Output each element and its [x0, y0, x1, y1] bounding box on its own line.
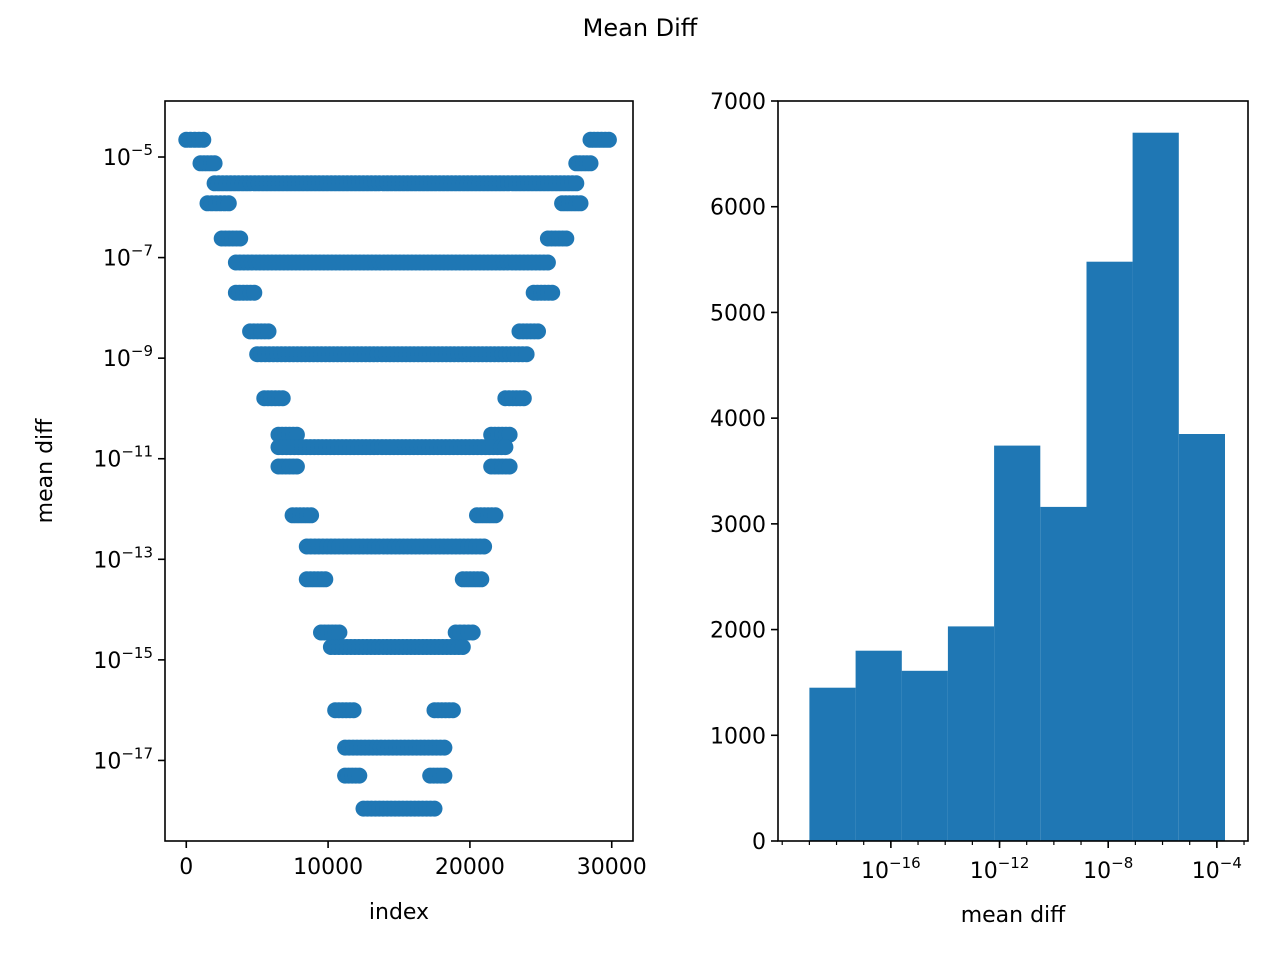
- scatter-point: [568, 175, 585, 192]
- scatter-point: [487, 507, 504, 524]
- scatter-point: [464, 624, 481, 641]
- x-tick-label: 10000: [293, 855, 363, 880]
- x-tick-label: 20000: [435, 855, 505, 880]
- y-tick-label: 0: [752, 830, 766, 855]
- scatter-point: [501, 426, 518, 443]
- scatter-panel: 0 10000 20000 30000 10−5 10−7 10−9 10−11 10−13 10…: [33, 100, 647, 925]
- x-tick-label: 10−12: [970, 854, 1030, 884]
- y-axis-label: mean diff: [33, 418, 58, 523]
- histogram-bar: [855, 650, 902, 841]
- scatter-point: [351, 767, 368, 784]
- histogram-bar: [809, 687, 856, 841]
- scatter-point: [345, 702, 362, 719]
- scatter-point: [195, 131, 212, 148]
- histogram-bar: [1086, 261, 1133, 841]
- y-tick-label: 5000: [710, 301, 766, 326]
- y-tick-label: 10−11: [93, 443, 153, 473]
- histogram-bar: [994, 445, 1041, 841]
- scatter-point: [317, 571, 334, 588]
- x-axis-label: mean diff: [961, 903, 1066, 928]
- scatter-point: [220, 195, 237, 212]
- scatter-point: [582, 155, 599, 172]
- scatter-point: [572, 195, 589, 212]
- histogram-panel: 0 1000 2000 3000 4000 5000 6000 7000 10−16 10−12 1…: [710, 90, 1249, 928]
- scatter-point: [232, 230, 249, 247]
- scatter-point: [558, 230, 575, 247]
- y-tick-label: 1000: [710, 724, 766, 749]
- scatter-point: [539, 254, 556, 271]
- scatter-point: [426, 800, 443, 817]
- scatter-point: [288, 426, 305, 443]
- scatter-point: [518, 346, 535, 363]
- scatter-point: [515, 390, 532, 407]
- y-tick-label: 10−15: [93, 644, 153, 674]
- figure-title: Mean Diff: [582, 14, 698, 42]
- scatter-point: [260, 323, 277, 340]
- y-tick-label: 3000: [710, 513, 766, 538]
- y-tick-label: 7000: [710, 90, 766, 115]
- x-axis-label: index: [369, 900, 429, 925]
- scatter-point: [530, 323, 546, 340]
- histogram-bar: [901, 670, 948, 841]
- y-tick-label: 10−5: [103, 141, 153, 171]
- scatter-point: [473, 571, 490, 588]
- y-tick-label: 4000: [710, 407, 766, 432]
- histogram-bar: [1178, 434, 1225, 841]
- scatter-point: [476, 538, 493, 555]
- scatter-point: [206, 155, 223, 172]
- scatter-point: [274, 390, 291, 407]
- y-tick-label: 6000: [710, 196, 766, 221]
- scatter-point: [436, 739, 453, 756]
- x-tick-label: 0: [179, 855, 193, 880]
- scatter-point: [331, 624, 348, 641]
- x-tick-label: 10−8: [1083, 854, 1133, 884]
- x-tick-label: 30000: [577, 855, 647, 880]
- scatter-point: [600, 131, 617, 148]
- scatter-point: [436, 767, 453, 784]
- scatter-plot-frame: [164, 100, 634, 842]
- histogram-bar: [1040, 506, 1087, 841]
- y-tick-label: 2000: [710, 619, 766, 644]
- y-tick-label: 10−7: [103, 242, 153, 272]
- histogram-bars: [809, 132, 1225, 841]
- y-tick-label: 10−9: [103, 342, 153, 372]
- scatter-point: [444, 702, 461, 719]
- y-tick-label: 10−13: [93, 543, 153, 573]
- y-tick-label: 10−17: [93, 744, 153, 774]
- scatter-point: [303, 507, 320, 524]
- scatter-point: [544, 284, 561, 301]
- histogram-bar: [1132, 132, 1179, 841]
- scatter-points: [178, 131, 617, 817]
- scatter-point: [501, 458, 518, 475]
- histogram-plot-frame: [777, 100, 1249, 842]
- x-tick-label: 10−4: [1192, 854, 1242, 884]
- x-tick-label: 10−16: [861, 854, 921, 884]
- histogram-bar: [947, 626, 995, 841]
- scatter-point: [497, 439, 514, 456]
- scatter-point: [454, 639, 471, 655]
- scatter-point: [246, 284, 263, 301]
- scatter-point: [288, 458, 305, 475]
